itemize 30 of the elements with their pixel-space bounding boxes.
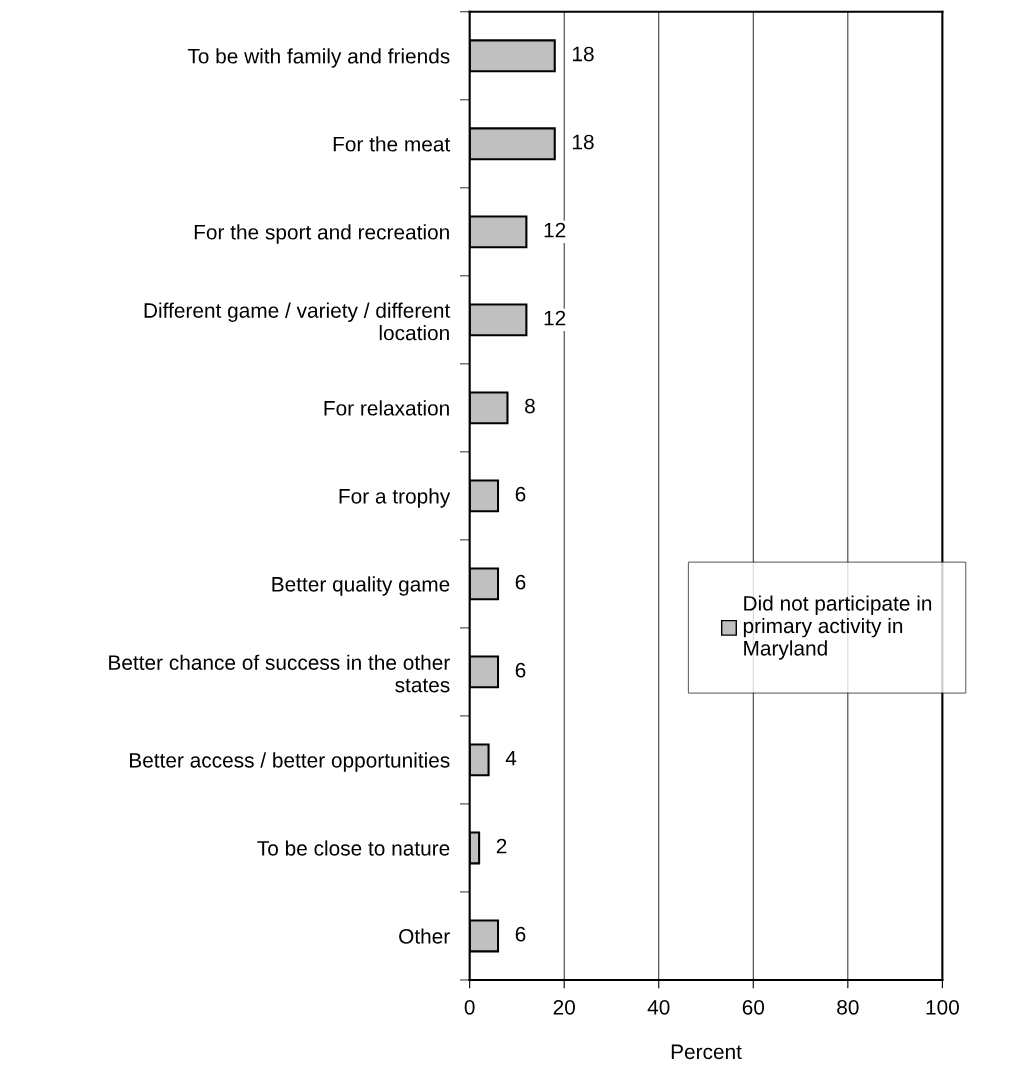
data-label: 6 <box>515 662 526 678</box>
x-tick-label: 60 <box>742 999 765 1015</box>
data-label: 6 <box>515 926 526 942</box>
x-tick-label: 0 <box>464 999 475 1015</box>
data-label: 8 <box>525 398 535 414</box>
y-tick-label: Other <box>399 928 450 944</box>
x-tick-label: 40 <box>647 999 670 1015</box>
y-tick-label: For the sport and recreation <box>194 224 449 244</box>
data-label: 4 <box>505 750 517 766</box>
data-label: 6 <box>515 574 526 590</box>
y-tick-label: Better access / better opportunities <box>130 752 450 772</box>
data-label: 12 <box>544 310 566 326</box>
data-label: 12 <box>544 222 566 238</box>
y-tick-label: To be close to nature <box>257 840 450 856</box>
y-tick-label: To be with family and friends <box>187 48 450 68</box>
data-label: 6 <box>515 486 526 502</box>
y-tick-label: Different game / variety / different location <box>144 302 451 341</box>
legend-label: Did not participate in primary activity in Maryland <box>743 595 932 660</box>
y-tick-label: Better chance of success in the other states <box>109 654 450 693</box>
y-tick-label: For a trophy <box>339 488 451 508</box>
y-tick-label: For the meat <box>333 136 451 152</box>
data-label: 18 <box>573 134 594 150</box>
data-label: 18 <box>573 46 594 62</box>
x-tick-label: 20 <box>553 999 575 1015</box>
y-tick-label: For relaxation <box>324 400 449 416</box>
x-tick-label: 80 <box>837 999 859 1015</box>
data-label: 2 <box>496 838 507 854</box>
y-tick-label: Better quality game <box>272 576 450 596</box>
x-axis-title: Percent <box>671 1044 742 1060</box>
x-tick-label: 100 <box>926 999 959 1015</box>
